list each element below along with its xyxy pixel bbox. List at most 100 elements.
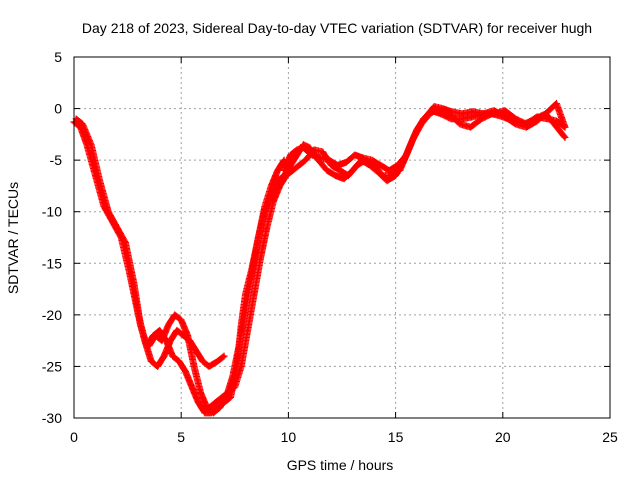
data-point: [246, 328, 250, 332]
data-point: [233, 385, 237, 389]
data-point: [216, 359, 220, 363]
data-point: [389, 174, 393, 178]
data-point: [295, 148, 299, 152]
data-point: [430, 109, 434, 113]
data-point: [303, 158, 308, 162]
data-point: [218, 406, 222, 410]
data-point: [378, 163, 383, 167]
data-point: [327, 158, 331, 162]
data-point: [563, 125, 567, 129]
data-point: [432, 104, 436, 109]
data-point: [370, 158, 374, 162]
data-point: [123, 241, 128, 245]
data-point: [546, 117, 550, 121]
data-point: [297, 163, 301, 167]
data-point: [190, 385, 194, 389]
data-point: [398, 168, 402, 173]
data-point: [381, 174, 385, 178]
data-point: [156, 364, 160, 369]
plot-frame: [73, 56, 611, 419]
x-tick-label: 5: [177, 429, 185, 445]
data-point: [301, 146, 306, 150]
data-point: [271, 199, 275, 203]
data-point: [177, 359, 181, 363]
data-point: [220, 395, 224, 399]
data-point: [481, 112, 486, 116]
data-point: [355, 163, 359, 167]
data-point: [469, 125, 473, 129]
y-tick-label: -30: [42, 410, 62, 426]
data-point: [226, 390, 230, 394]
data-point: [361, 156, 366, 160]
x-axis-label: GPS time / hours: [287, 457, 394, 473]
data-point: [207, 364, 211, 369]
data-point: [312, 148, 316, 152]
data-point: [524, 122, 528, 126]
x-tick-label: 15: [388, 429, 404, 445]
data-point: [387, 168, 391, 173]
data-point: [138, 323, 143, 327]
data-point: [321, 150, 325, 154]
data-point: [421, 117, 426, 121]
data-point: [413, 132, 417, 136]
y-tick-label: -25: [42, 358, 62, 374]
data-point: [503, 109, 507, 113]
data-point: [276, 179, 280, 183]
data-point: [514, 122, 518, 126]
data-point: [175, 328, 179, 332]
data-point: [338, 168, 342, 173]
x-tick-label: 0: [70, 429, 78, 445]
data-point: [318, 156, 323, 160]
data-point: [74, 117, 78, 121]
data-point: [492, 112, 496, 116]
series-satellite-track-d: [205, 99, 569, 412]
data-point: [404, 153, 408, 157]
data-point: [325, 168, 329, 173]
y-tick-label: -20: [42, 307, 62, 323]
data-point: [563, 135, 567, 140]
data-point: [554, 101, 559, 106]
data-point: [115, 225, 119, 229]
data-point: [186, 333, 190, 338]
data-point: [237, 344, 241, 348]
data-point: [222, 354, 226, 358]
data-point: [183, 369, 188, 374]
data-point: [282, 168, 286, 173]
data-point: [162, 354, 166, 358]
data-point: [263, 210, 267, 214]
y-tick-label: -5: [50, 152, 63, 168]
axis-ticks: 0 5 10 15 20 25 5 0 -5 -10 -15 -20 -25 -30: [42, 49, 618, 445]
data-point: [160, 339, 164, 343]
data-point: [458, 122, 462, 126]
data-points: [70, 99, 569, 417]
data-point: [106, 210, 110, 214]
data-point: [514, 117, 518, 121]
data-point: [80, 122, 85, 126]
data-point: [173, 313, 177, 317]
data-point: [153, 333, 158, 338]
data-point: [479, 117, 483, 121]
data-point: [252, 292, 256, 296]
data-point: [353, 153, 357, 157]
data-point: [158, 328, 162, 332]
data-point: [449, 117, 453, 121]
data-point: [439, 112, 443, 116]
data-point: [535, 115, 539, 119]
data-point: [284, 174, 288, 178]
data-point: [89, 143, 93, 147]
data-point: [250, 272, 254, 276]
data-point: [342, 177, 346, 181]
data-point: [239, 364, 243, 369]
data-point: [449, 110, 453, 114]
x-tick-label: 10: [281, 429, 297, 445]
data-point: [256, 235, 260, 240]
data-point: [132, 282, 136, 286]
data-point: [194, 349, 198, 353]
y-tick-label: 5: [54, 49, 62, 65]
data-point: [310, 153, 314, 157]
data-point: [231, 375, 235, 379]
data-point: [213, 400, 218, 405]
data-point: [265, 225, 269, 229]
data-point: [203, 411, 207, 415]
